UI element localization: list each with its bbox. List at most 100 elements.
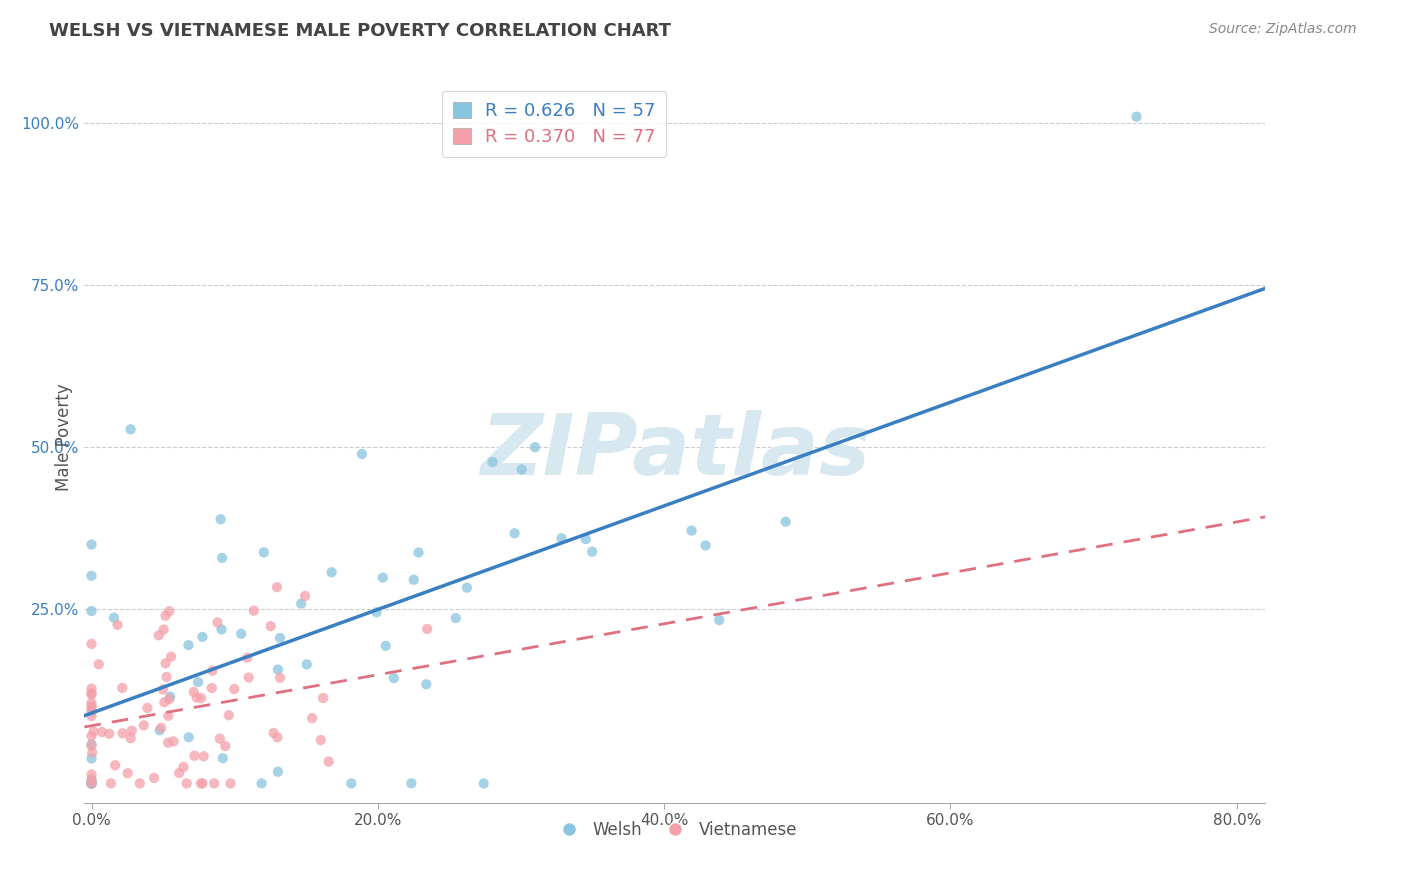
Point [202,776,225,790]
Point [149,723,172,738]
Point [132,718,155,732]
Point [83,724,105,739]
Point [136,701,159,715]
Point [80,776,103,790]
Point [250,776,273,790]
Y-axis label: Male Poverty: Male Poverty [55,384,73,491]
Point [444,611,467,625]
Point [775,515,797,529]
Point [80,776,103,790]
Point [80,696,103,710]
Point [107,617,129,632]
Point [152,682,174,697]
Point [191,776,214,790]
Point [214,739,236,753]
Point [218,708,240,723]
Point [186,690,208,705]
Point [80,776,103,790]
Point [231,626,253,640]
Point [211,623,233,637]
Point [201,681,224,695]
Point [208,731,231,746]
Point [503,526,526,541]
Point [155,657,177,671]
Point [80,729,103,743]
Point [120,422,142,436]
Point [294,589,316,603]
Point [236,650,259,665]
Point [695,539,717,553]
Point [80,637,103,651]
Point [219,776,242,790]
Point [128,776,150,790]
Point [121,723,143,738]
Point [80,776,103,790]
Point [103,610,125,624]
Point [309,733,332,747]
Point [104,758,127,772]
Point [472,776,495,790]
Text: ZIPatlas: ZIPatlas [479,410,870,493]
Point [191,630,214,644]
Point [374,639,396,653]
Point [190,691,212,706]
Point [301,711,323,725]
Point [253,545,276,559]
Point [209,512,232,526]
Point [80,538,103,552]
Point [190,776,212,790]
Point [148,628,170,642]
Point [193,749,215,764]
Point [382,671,405,685]
Point [80,776,103,790]
Point [157,709,180,723]
Point [143,771,166,785]
Point [162,734,184,748]
Point [1125,110,1147,124]
Point [266,580,288,594]
Point [550,532,572,546]
Point [80,737,103,751]
Point [80,739,103,753]
Point [80,751,103,765]
Point [266,731,288,745]
Point [80,568,103,582]
Point [321,566,343,580]
Point [80,767,103,781]
Point [709,613,731,627]
Point [269,631,291,645]
Point [80,705,103,719]
Point [150,721,173,735]
Point [575,532,598,546]
Point [224,681,246,696]
Point [456,581,478,595]
Point [111,681,134,695]
Point [211,550,233,565]
Point [80,699,103,714]
Point [350,447,373,461]
Point [80,604,103,618]
Point [157,736,180,750]
Point [242,604,264,618]
Point [176,776,198,790]
Point [183,685,205,699]
Point [371,571,394,585]
Point [157,604,180,618]
Point [80,681,103,696]
Point [80,701,103,715]
Point [408,545,430,559]
Point [153,695,176,709]
Point [207,615,229,630]
Point [80,772,103,787]
Point [177,638,200,652]
Point [157,692,180,706]
Point [312,691,335,706]
Text: WELSH VS VIETNAMESE MALE POVERTY CORRELATION CHART: WELSH VS VIETNAMESE MALE POVERTY CORRELA… [49,22,671,40]
Point [173,760,195,774]
Point [415,677,437,691]
Point [160,649,183,664]
Point [295,657,318,672]
Point [152,623,174,637]
Point [111,726,134,740]
Point [80,709,103,723]
